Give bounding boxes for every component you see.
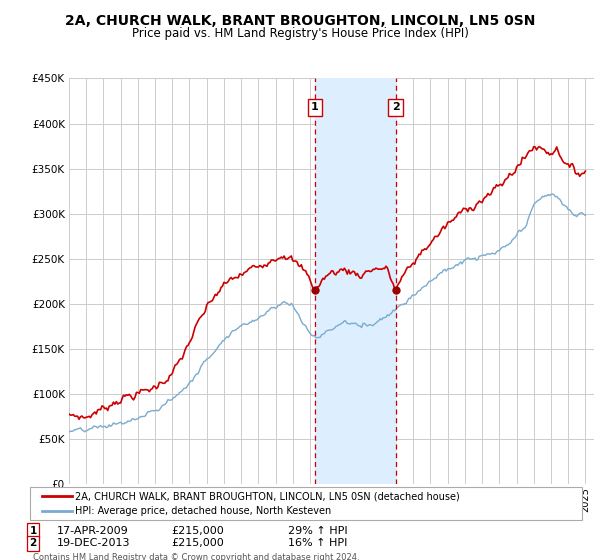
Text: 29% ↑ HPI: 29% ↑ HPI xyxy=(288,526,347,536)
Text: 1: 1 xyxy=(311,102,319,112)
Text: 1: 1 xyxy=(29,526,37,536)
Text: 2A, CHURCH WALK, BRANT BROUGHTON, LINCOLN, LN5 0SN (detached house): 2A, CHURCH WALK, BRANT BROUGHTON, LINCOL… xyxy=(75,491,460,501)
Text: 2: 2 xyxy=(392,102,400,112)
Text: 17-APR-2009: 17-APR-2009 xyxy=(57,526,129,536)
Text: 19-DEC-2013: 19-DEC-2013 xyxy=(57,538,131,548)
Text: Contains HM Land Registry data © Crown copyright and database right 2024.
This d: Contains HM Land Registry data © Crown c… xyxy=(33,553,359,560)
Text: £215,000: £215,000 xyxy=(171,538,224,548)
Text: 16% ↑ HPI: 16% ↑ HPI xyxy=(288,538,347,548)
Text: HPI: Average price, detached house, North Kesteven: HPI: Average price, detached house, Nort… xyxy=(75,506,331,516)
Text: 2A, CHURCH WALK, BRANT BROUGHTON, LINCOLN, LN5 0SN: 2A, CHURCH WALK, BRANT BROUGHTON, LINCOL… xyxy=(65,14,535,28)
Text: £215,000: £215,000 xyxy=(171,526,224,536)
Text: 2: 2 xyxy=(29,538,37,548)
Text: Price paid vs. HM Land Registry's House Price Index (HPI): Price paid vs. HM Land Registry's House … xyxy=(131,27,469,40)
Bar xyxy=(315,78,395,484)
